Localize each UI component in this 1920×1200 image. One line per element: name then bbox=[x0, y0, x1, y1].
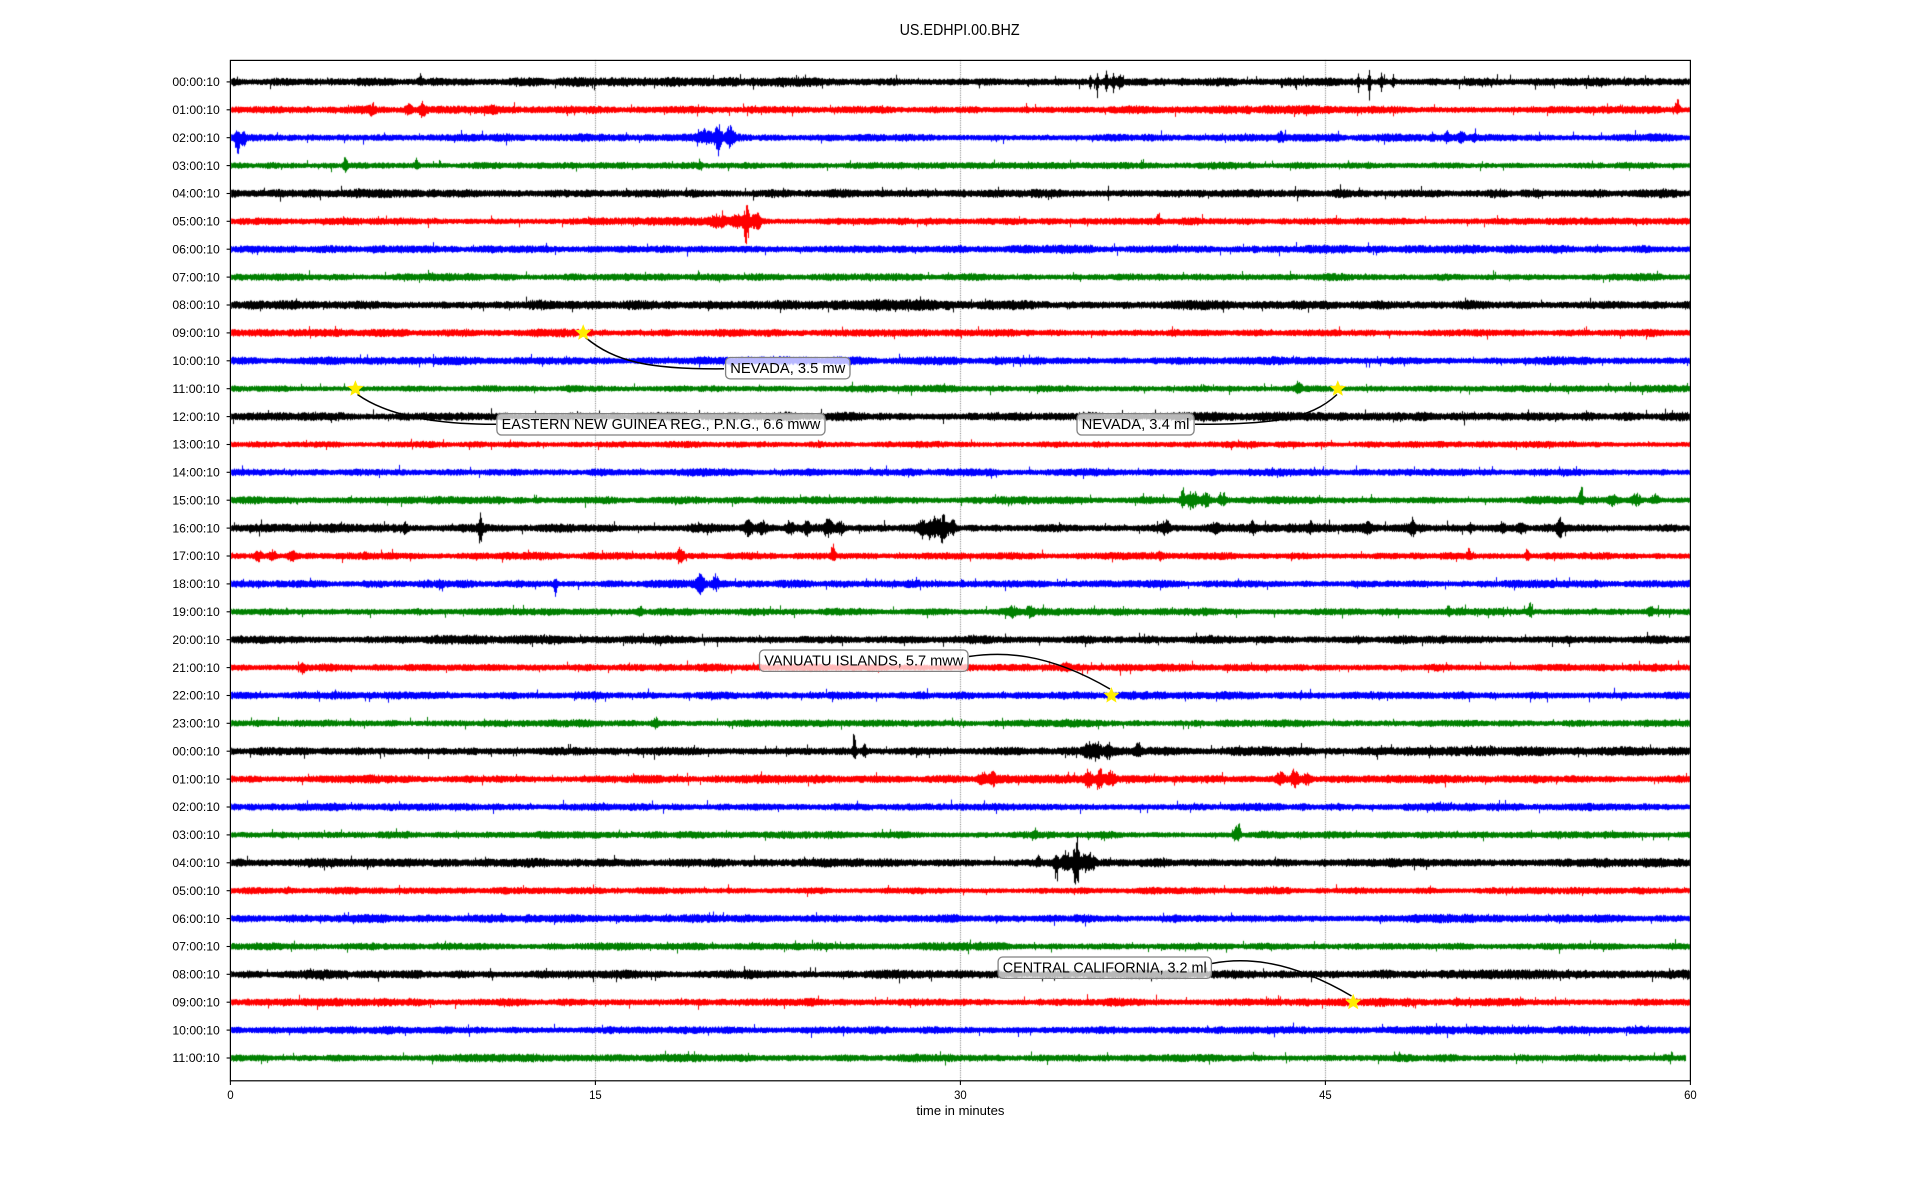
svg-text:10:00:10: 10:00:10 bbox=[172, 356, 219, 368]
svg-text:11:00:10: 11:00:10 bbox=[172, 384, 219, 396]
svg-text:30: 30 bbox=[954, 1090, 967, 1102]
svg-text:11:00:10: 11:00:10 bbox=[172, 1053, 219, 1065]
svg-text:07:00:10: 07:00:10 bbox=[172, 272, 219, 284]
svg-text:03:00:10: 03:00:10 bbox=[172, 830, 219, 842]
svg-text:CENTRAL CALIFORNIA, 3.2 ml: CENTRAL CALIFORNIA, 3.2 ml bbox=[1003, 961, 1207, 977]
svg-text:04:00:10: 04:00:10 bbox=[172, 189, 219, 201]
svg-text:15: 15 bbox=[589, 1090, 602, 1102]
svg-text:17:00:10: 17:00:10 bbox=[172, 551, 219, 563]
svg-text:NEVADA, 3.5 mw: NEVADA, 3.5 mw bbox=[730, 361, 846, 377]
svg-text:09:00:10: 09:00:10 bbox=[172, 328, 219, 340]
svg-text:02:00:10: 02:00:10 bbox=[172, 802, 219, 814]
svg-text:EASTERN NEW GUINEA REG., P.N.G: EASTERN NEW GUINEA REG., P.N.G., 6.6 mww bbox=[502, 417, 821, 433]
svg-text:08:00:10: 08:00:10 bbox=[172, 970, 219, 982]
svg-text:18:00:10: 18:00:10 bbox=[172, 579, 219, 591]
svg-text:VANUATU ISLANDS, 5.7 mww: VANUATU ISLANDS, 5.7 mww bbox=[764, 654, 964, 670]
svg-text:20:00:10: 20:00:10 bbox=[172, 635, 219, 647]
svg-text:10:00:10: 10:00:10 bbox=[172, 1025, 219, 1037]
svg-text:15:00:10: 15:00:10 bbox=[172, 495, 219, 507]
svg-text:US.EDHPI.00.BHZ: US.EDHPI.00.BHZ bbox=[900, 22, 1020, 39]
svg-text:06:00:10: 06:00:10 bbox=[172, 914, 219, 926]
svg-text:05:00:10: 05:00:10 bbox=[172, 217, 219, 229]
svg-text:19:00:10: 19:00:10 bbox=[172, 607, 219, 619]
svg-text:45: 45 bbox=[1319, 1090, 1332, 1102]
svg-text:0: 0 bbox=[227, 1090, 233, 1102]
svg-text:09:00:10: 09:00:10 bbox=[172, 997, 219, 1009]
svg-text:12:00:10: 12:00:10 bbox=[172, 412, 219, 424]
svg-text:01:00:10: 01:00:10 bbox=[172, 774, 219, 786]
svg-text:08:00:10: 08:00:10 bbox=[172, 300, 219, 312]
svg-text:06:00:10: 06:00:10 bbox=[172, 244, 219, 256]
svg-text:03:00:10: 03:00:10 bbox=[172, 161, 219, 173]
svg-text:01:00:10: 01:00:10 bbox=[172, 105, 219, 117]
svg-text:13:00:10: 13:00:10 bbox=[172, 440, 219, 452]
svg-text:05:00:10: 05:00:10 bbox=[172, 886, 219, 898]
svg-text:04:00:10: 04:00:10 bbox=[172, 858, 219, 870]
svg-text:00:00:10: 00:00:10 bbox=[172, 746, 219, 758]
svg-text:16:00:10: 16:00:10 bbox=[172, 523, 219, 535]
svg-text:23:00:10: 23:00:10 bbox=[172, 719, 219, 731]
svg-text:14:00:10: 14:00:10 bbox=[172, 468, 219, 480]
svg-text:22:00:10: 22:00:10 bbox=[172, 691, 219, 703]
svg-text:21:00:10: 21:00:10 bbox=[172, 663, 219, 675]
svg-text:NEVADA, 3.4 ml: NEVADA, 3.4 ml bbox=[1082, 417, 1190, 433]
svg-text:07:00:10: 07:00:10 bbox=[172, 942, 219, 954]
svg-text:60: 60 bbox=[1684, 1090, 1697, 1102]
svg-text:00:00:10: 00:00:10 bbox=[172, 77, 219, 89]
svg-text:time in minutes: time in minutes bbox=[916, 1103, 1005, 1118]
svg-text:02:00:10: 02:00:10 bbox=[172, 133, 219, 145]
